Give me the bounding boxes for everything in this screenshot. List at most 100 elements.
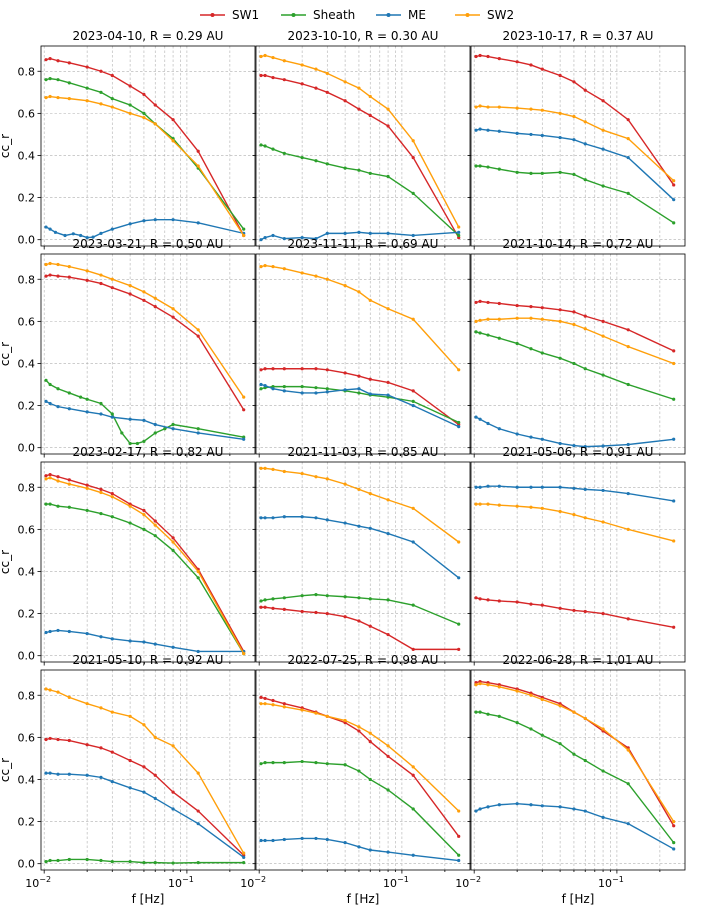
data-point xyxy=(626,617,630,621)
series-sw1 xyxy=(474,299,676,353)
data-point xyxy=(271,387,275,391)
data-point xyxy=(99,487,103,491)
data-point xyxy=(44,95,48,100)
panel-title: 2022-06-28, R = 1.01 AU xyxy=(503,653,654,667)
panel-2: 2023-10-10, R = 0.30 AU xyxy=(252,29,471,250)
data-point xyxy=(196,822,200,826)
data-point xyxy=(67,505,71,509)
data-point xyxy=(196,576,200,580)
data-point xyxy=(142,723,146,727)
y-axis xyxy=(252,486,256,657)
data-point xyxy=(457,425,461,429)
data-point xyxy=(474,596,478,600)
legend-marker xyxy=(291,13,296,17)
x-tick-base: 10 xyxy=(240,877,254,890)
data-point xyxy=(110,227,114,231)
data-point xyxy=(325,477,329,481)
data-point xyxy=(85,269,89,273)
data-point xyxy=(583,758,587,763)
data-point xyxy=(67,81,71,85)
data-point xyxy=(343,283,347,288)
data-point xyxy=(56,737,60,742)
data-point xyxy=(672,499,676,503)
data-point xyxy=(601,488,605,493)
data-point xyxy=(411,647,415,651)
data-point xyxy=(44,477,48,481)
data-point xyxy=(48,476,52,480)
data-point xyxy=(558,742,562,746)
series-me xyxy=(44,218,246,240)
data-point xyxy=(110,97,114,101)
data-point xyxy=(601,128,605,132)
data-point xyxy=(99,511,103,516)
data-point xyxy=(601,444,605,448)
y-tick-label: 0.0 xyxy=(18,442,36,455)
data-point xyxy=(497,685,501,689)
data-point xyxy=(497,503,501,507)
data-point xyxy=(368,624,372,628)
data-point xyxy=(271,75,275,80)
y-axis xyxy=(467,70,471,241)
data-point xyxy=(583,445,587,449)
data-point xyxy=(357,230,361,234)
data-point xyxy=(583,327,587,331)
data-point xyxy=(85,397,89,401)
data-point xyxy=(99,401,103,406)
data-point xyxy=(474,485,478,489)
data-point xyxy=(572,710,576,714)
y-tick-label: 0.2 xyxy=(18,816,36,829)
series-line xyxy=(261,467,460,543)
data-point xyxy=(386,850,390,854)
y-tick-label: 0.4 xyxy=(18,149,36,162)
data-point xyxy=(583,367,587,371)
data-point xyxy=(357,524,361,528)
series-sheath xyxy=(259,143,461,238)
data-point xyxy=(85,99,89,103)
data-point xyxy=(48,261,52,266)
data-point xyxy=(85,235,89,240)
data-point xyxy=(314,761,318,765)
data-point xyxy=(128,859,132,864)
legend-entry-me: ME xyxy=(376,8,426,22)
data-point xyxy=(128,714,132,718)
data-point xyxy=(411,233,415,238)
data-point xyxy=(368,113,372,118)
x-tick-base: 10 xyxy=(598,877,612,890)
data-point xyxy=(110,515,114,519)
data-point xyxy=(300,155,304,160)
data-point xyxy=(357,729,361,733)
data-point xyxy=(153,305,157,309)
data-point xyxy=(497,105,501,109)
data-point xyxy=(91,235,95,239)
y-axis xyxy=(252,70,256,241)
data-point xyxy=(583,716,587,721)
data-point xyxy=(672,221,676,225)
data-point xyxy=(242,651,246,656)
data-point xyxy=(325,162,329,166)
data-point xyxy=(282,385,286,389)
data-point xyxy=(44,225,48,229)
data-point xyxy=(67,265,71,269)
data-point xyxy=(110,415,114,419)
data-point xyxy=(135,441,140,446)
data-point xyxy=(153,296,157,300)
data-point xyxy=(558,485,562,489)
y-tick-label: 0.8 xyxy=(18,273,36,286)
data-point xyxy=(529,305,533,309)
series-line xyxy=(475,802,675,850)
data-point xyxy=(99,490,103,495)
data-point xyxy=(343,615,347,619)
legend-entry-sw2: SW2 xyxy=(455,8,514,22)
data-point xyxy=(583,809,587,813)
data-point xyxy=(263,516,267,520)
data-point xyxy=(242,861,246,865)
series-sw1 xyxy=(259,605,461,651)
data-point xyxy=(300,367,304,371)
data-point xyxy=(56,387,60,391)
y-tick-label: 0.6 xyxy=(18,107,36,120)
data-point xyxy=(85,631,89,636)
data-point xyxy=(71,232,75,236)
panel-7: 2023-02-17, R = 0.82 AU 0.0 0.2 0.4 0.6 0.8 cc… xyxy=(0,445,256,666)
x-tick-exponent: −1 xyxy=(397,875,409,884)
data-point xyxy=(48,858,52,863)
